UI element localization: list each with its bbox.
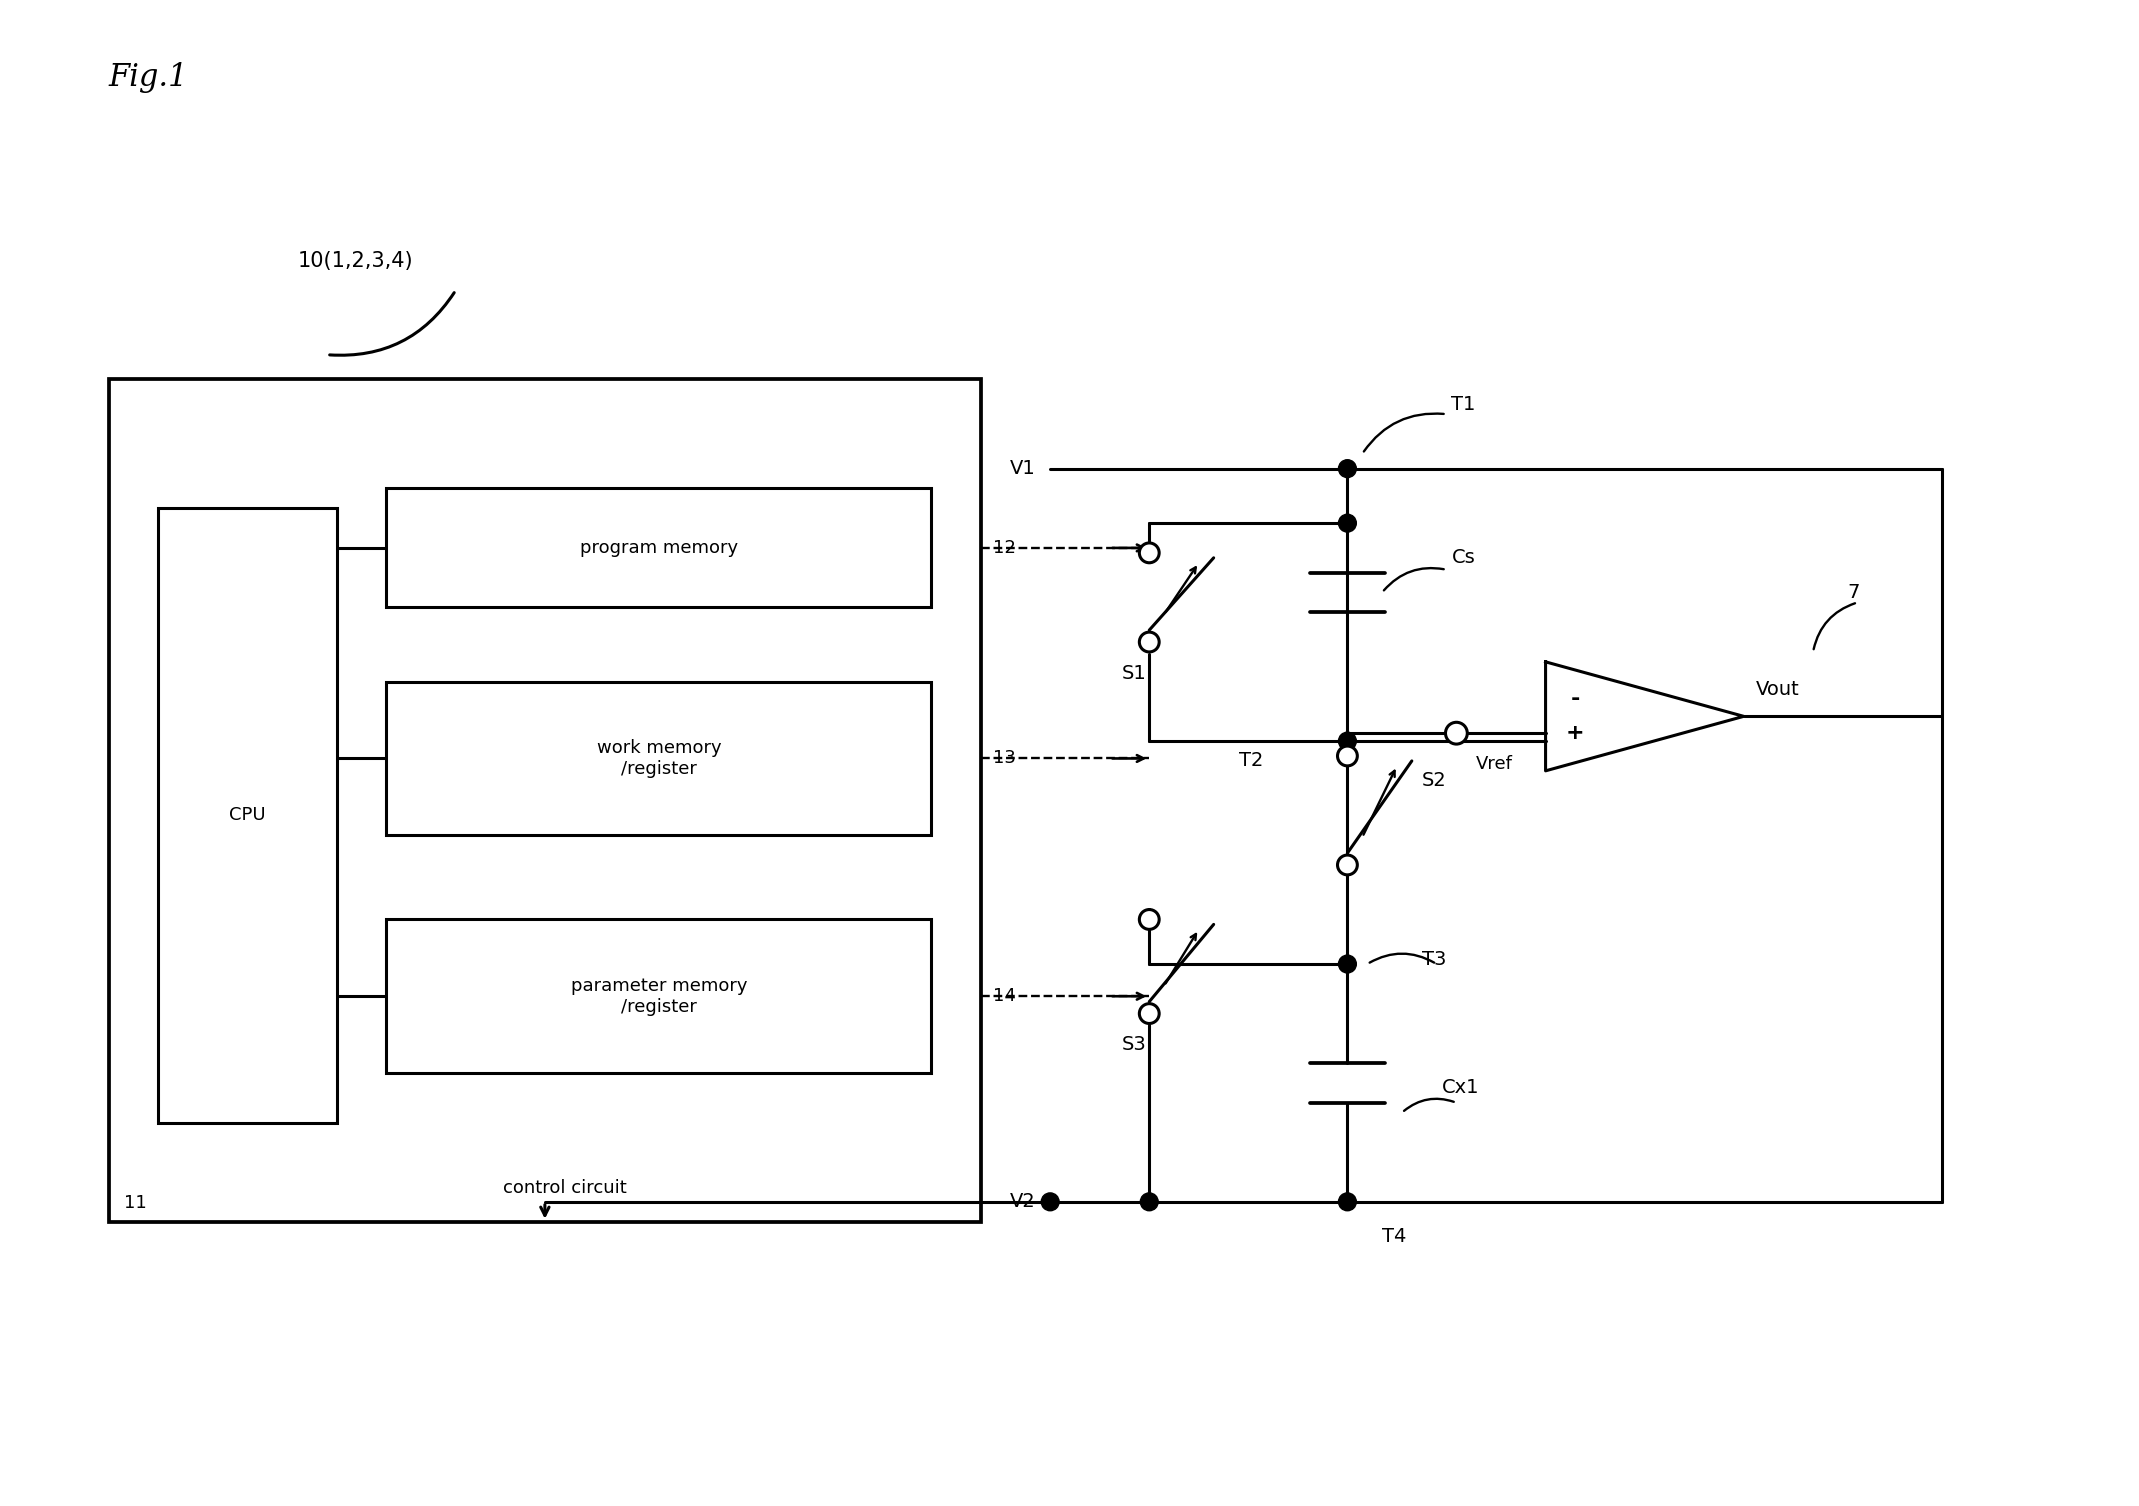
Text: T4: T4 [1382, 1227, 1407, 1245]
FancyArrowPatch shape [1166, 934, 1196, 983]
Circle shape [1339, 955, 1356, 973]
Circle shape [1140, 633, 1159, 652]
Circle shape [1140, 1003, 1159, 1024]
Text: -: - [1570, 690, 1581, 709]
Text: CPU: CPU [229, 806, 265, 824]
Text: 12: 12 [992, 539, 1016, 557]
FancyBboxPatch shape [387, 682, 930, 836]
Text: 13: 13 [992, 750, 1016, 768]
Text: S3: S3 [1123, 1035, 1147, 1054]
Text: S2: S2 [1422, 771, 1446, 791]
Text: Cx1: Cx1 [1442, 1078, 1478, 1098]
FancyBboxPatch shape [158, 509, 336, 1122]
Text: S1: S1 [1123, 664, 1147, 682]
FancyArrowPatch shape [1166, 568, 1196, 611]
Text: work memory
/register: work memory /register [597, 739, 721, 779]
FancyArrowPatch shape [329, 292, 453, 355]
Circle shape [1140, 544, 1159, 563]
Circle shape [1339, 459, 1356, 477]
Text: 10(1,2,3,4): 10(1,2,3,4) [297, 250, 413, 271]
Circle shape [1140, 1193, 1157, 1211]
Text: parameter memory
/register: parameter memory /register [571, 977, 747, 1015]
Circle shape [1140, 910, 1159, 929]
Circle shape [1339, 732, 1356, 750]
FancyArrowPatch shape [1369, 953, 1433, 962]
Text: V2: V2 [1010, 1193, 1035, 1211]
Circle shape [1446, 723, 1467, 744]
Text: Vout: Vout [1756, 679, 1799, 699]
Text: V1: V1 [1010, 459, 1035, 477]
FancyArrowPatch shape [1363, 771, 1395, 834]
Text: 7: 7 [1848, 583, 1861, 602]
Text: T2: T2 [1238, 751, 1264, 771]
Circle shape [1042, 1193, 1059, 1211]
Text: T3: T3 [1422, 950, 1446, 968]
Text: T1: T1 [1452, 395, 1476, 414]
FancyArrowPatch shape [1403, 1099, 1455, 1111]
Text: 14: 14 [992, 988, 1016, 1005]
FancyArrowPatch shape [1384, 568, 1444, 590]
FancyBboxPatch shape [387, 920, 930, 1072]
Circle shape [1339, 514, 1356, 532]
Text: Vref: Vref [1476, 755, 1512, 773]
Circle shape [1339, 1193, 1356, 1211]
FancyArrowPatch shape [1814, 604, 1855, 649]
Circle shape [1337, 745, 1358, 767]
Circle shape [1337, 855, 1358, 875]
FancyBboxPatch shape [109, 380, 982, 1221]
Text: control circuit: control circuit [503, 1179, 627, 1197]
Text: program memory: program memory [580, 539, 738, 557]
Text: 11: 11 [124, 1194, 148, 1212]
Text: Cs: Cs [1452, 548, 1476, 568]
FancyBboxPatch shape [387, 488, 930, 607]
FancyArrowPatch shape [1365, 414, 1444, 452]
Text: Fig.1: Fig.1 [109, 62, 188, 93]
Text: +: + [1566, 723, 1585, 742]
